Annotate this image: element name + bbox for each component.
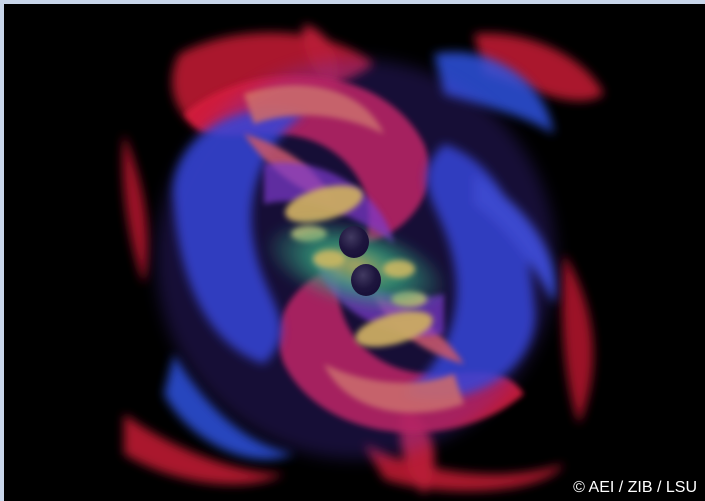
black-hole-merger-visualization <box>4 4 705 501</box>
simulation-image: © AEI / ZIB / LSU <box>4 4 705 501</box>
haze <box>156 59 556 459</box>
image-credit: © AEI / ZIB / LSU <box>573 479 697 497</box>
